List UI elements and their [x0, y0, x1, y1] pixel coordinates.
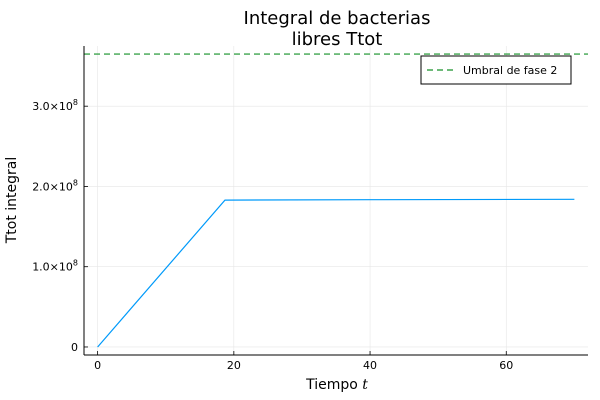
x-tick-label-0: 0: [94, 359, 101, 372]
x-axis-label: Tiempo t: [305, 377, 368, 393]
axes: [83, 46, 588, 356]
legend-label: Umbral de fase 2: [463, 64, 557, 77]
legend: Umbral de fase 2: [420, 55, 572, 85]
legend-box: [420, 55, 572, 85]
grid: [84, 46, 588, 355]
chart-title-line-1: Integral de bacterias: [244, 8, 431, 29]
y-tick-label-3: 3.0×108: [32, 98, 78, 113]
y-tick-label-0: 0: [71, 341, 78, 354]
y-tick-label-1: 1.0×108: [32, 259, 78, 274]
series-line-0: [97, 198, 575, 348]
x-tick-label-3: 60: [499, 359, 513, 372]
x-tick-label-2: 40: [363, 359, 377, 372]
chart-title-line-2: libres Ttot: [292, 29, 383, 50]
series-layer: [84, 53, 588, 348]
y-axis-label: Ttot integral: [4, 157, 20, 245]
x-tick-label-1: 20: [227, 359, 241, 372]
ticks: 0 20 40 60 0 1.0×108 2.0×108 3.0×108: [32, 98, 513, 372]
y-tick-label-2: 2.0×108: [32, 178, 78, 193]
